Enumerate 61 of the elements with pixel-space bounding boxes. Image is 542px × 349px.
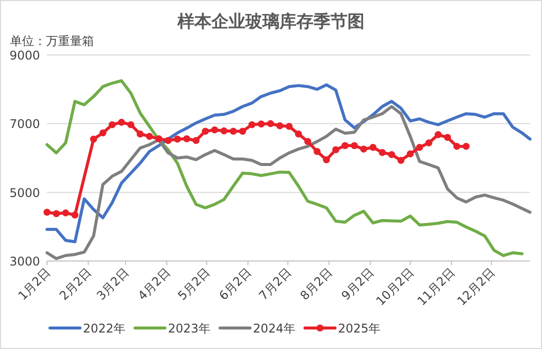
point	[230, 128, 237, 135]
point	[239, 128, 246, 135]
point	[332, 146, 340, 154]
point	[71, 211, 78, 218]
point	[248, 121, 256, 128]
point	[183, 135, 190, 142]
point	[164, 136, 172, 144]
x-tick-label: 6月2日	[216, 265, 254, 303]
point	[434, 131, 442, 138]
point	[192, 136, 200, 144]
point	[444, 134, 452, 141]
point	[220, 127, 228, 134]
x-tick-label: 4月2日	[135, 265, 173, 303]
x-tick-label: 7月2日	[256, 265, 294, 303]
x-tick-label: 3月2日	[94, 265, 132, 303]
point	[378, 149, 386, 156]
point	[360, 146, 368, 153]
y-tick-label: 7000	[9, 117, 40, 132]
point	[453, 142, 460, 150]
point	[276, 122, 284, 130]
point	[174, 136, 181, 143]
x-tick-label: 2月2日	[56, 265, 94, 303]
point	[118, 118, 126, 126]
point	[294, 130, 302, 138]
point	[304, 138, 312, 146]
point	[342, 142, 349, 150]
point	[108, 121, 116, 128]
y-tick-label: 5000	[9, 186, 40, 200]
point	[136, 130, 144, 138]
legend-label: 2025年	[338, 322, 381, 336]
point	[406, 150, 414, 158]
point	[350, 142, 358, 150]
point	[99, 129, 106, 136]
y-tick-label: 9000	[9, 48, 40, 62]
point	[52, 210, 60, 218]
point	[211, 126, 218, 134]
x-tick-label: 8月2日	[298, 265, 336, 303]
point	[322, 156, 330, 164]
point	[146, 132, 153, 140]
ylabel: 单位：万重量箱	[10, 34, 94, 48]
legend-label: 2023年	[168, 322, 211, 336]
point	[44, 208, 50, 216]
x-tick-label: 5月2日	[175, 265, 213, 303]
point	[155, 135, 162, 142]
point	[388, 151, 396, 158]
point	[127, 121, 134, 128]
legend-label: 2024年	[253, 322, 296, 336]
point	[425, 139, 432, 146]
point	[286, 122, 293, 130]
point	[202, 128, 209, 135]
point	[314, 148, 321, 155]
title: 样本企业玻璃库存季节图	[178, 12, 364, 32]
point	[90, 136, 98, 143]
point	[462, 142, 470, 150]
point	[267, 120, 274, 128]
point	[369, 144, 376, 151]
point	[62, 209, 70, 216]
point	[258, 120, 265, 128]
legend-label: 2022年	[83, 322, 126, 336]
point	[416, 144, 424, 151]
point	[397, 156, 404, 164]
